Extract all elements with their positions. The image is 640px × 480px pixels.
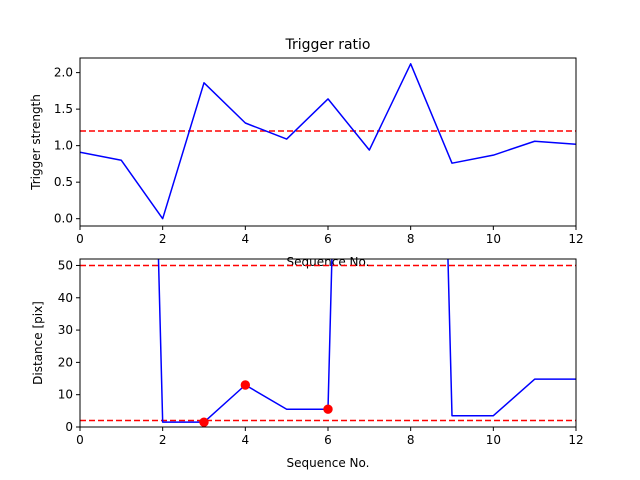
x-tick-label: 6 — [324, 232, 332, 246]
y-tick-label: 20 — [58, 355, 73, 369]
x-tick-label: 2 — [159, 232, 167, 246]
y-tick-label: 0 — [65, 420, 73, 434]
axes-frame — [79, 57, 577, 227]
x-tick-label: 8 — [407, 232, 415, 246]
x-tick-label: 4 — [242, 232, 250, 246]
y-tick-label: 0.5 — [54, 175, 73, 189]
y-tick-label: 2.0 — [54, 66, 73, 80]
y-tick-label: 40 — [58, 291, 73, 305]
x-tick-label: 12 — [568, 433, 583, 447]
x-tick-label: 10 — [486, 433, 501, 447]
y-tick-label: 10 — [58, 388, 73, 402]
x-tick-label: 12 — [568, 232, 583, 246]
plot-area — [80, 259, 576, 427]
data-point — [323, 404, 333, 414]
data-point — [199, 417, 209, 427]
x-tick-label: 0 — [76, 433, 84, 447]
x-tick-label: 4 — [242, 433, 250, 447]
series-line — [80, 63, 576, 220]
x-axis-label: Sequence No. — [287, 456, 370, 470]
plot-area — [80, 63, 576, 220]
trigger-ratio-panel: Trigger ratio Trigger strength Sequence … — [29, 37, 584, 269]
x-tick-label: 0 — [76, 232, 84, 246]
x-tick-label: 8 — [407, 433, 415, 447]
y-axis-label: Distance [pix] — [31, 301, 45, 385]
data-point — [240, 380, 251, 390]
distance-panel: Distance [pix] Sequence No. 0 2 4 6 8 10 12 0 10… — [31, 258, 584, 470]
x-axis-label: Sequence No. — [287, 255, 370, 269]
x-tick-label: 6 — [324, 433, 332, 447]
y-tick-label: 1.5 — [54, 102, 73, 116]
y-tick-label: 50 — [58, 258, 73, 272]
y-tick-label: 30 — [58, 323, 73, 337]
y-tick-label: 0.0 — [54, 212, 73, 226]
chart-title: Trigger ratio — [284, 37, 370, 53]
y-axis-label: Trigger strength — [29, 94, 43, 191]
x-tick-label: 10 — [486, 232, 501, 246]
y-tick-label: 1.0 — [54, 139, 73, 153]
series-line — [157, 259, 576, 423]
x-tick-label: 2 — [159, 433, 167, 447]
